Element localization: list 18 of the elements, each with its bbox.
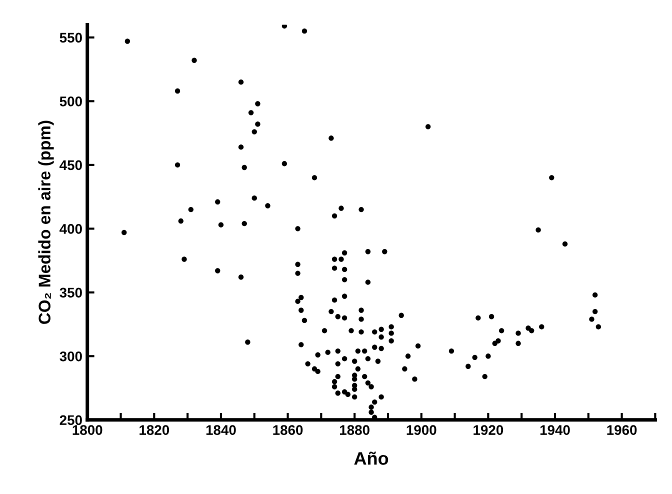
y-tick-label: 450	[60, 160, 82, 170]
x-tick-label: 1920	[474, 425, 504, 435]
y-tick-label: 550	[60, 32, 82, 43]
y-axis-title: CO₂ Medido en aire (ppm)	[38, 120, 54, 324]
x-tick-label: 1880	[340, 425, 370, 435]
y-tick-label: 250	[60, 415, 82, 426]
x-tick-label: 1940	[540, 425, 570, 435]
x-tick-label: 1860	[273, 425, 303, 435]
x-axis-title: Año	[354, 452, 388, 465]
x-tick-label: 1900	[406, 425, 436, 435]
x-tick-label: 1800	[72, 425, 102, 435]
x-tick-label: 1820	[140, 425, 170, 435]
x-tick-label: 1960	[607, 425, 637, 435]
y-tick-label: 300	[60, 351, 82, 362]
x-tick-label: 1840	[206, 425, 236, 435]
y-tick-label: 400	[60, 224, 82, 234]
y-tick-label: 500	[60, 96, 82, 106]
y-tick-label: 350	[60, 288, 82, 298]
